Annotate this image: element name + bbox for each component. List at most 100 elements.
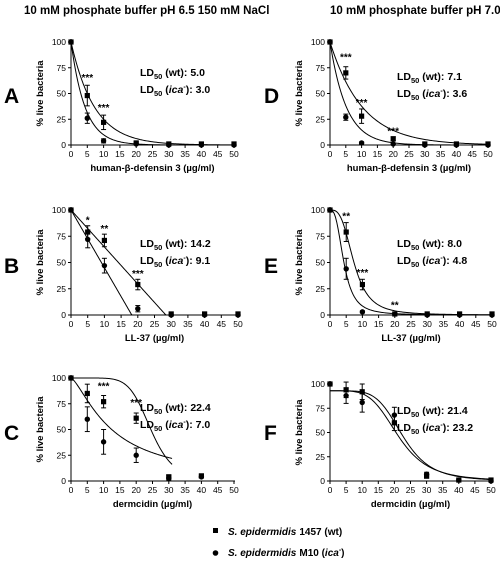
ld50-wt-label: LD50 (wt): 5.0: [140, 67, 205, 81]
y-tick-label: 50: [316, 89, 326, 99]
y-tick-label: 0: [320, 476, 325, 486]
x-axis-label: dermcidin (µg/ml): [371, 499, 450, 510]
y-tick-label: 100: [311, 205, 325, 215]
ld50-ica-label: LD50 (ica-): 3.6: [397, 88, 467, 102]
x-tick-label: 5: [85, 485, 90, 495]
y-axis-label: % live bacteria: [294, 60, 305, 127]
x-tick-label: 45: [213, 485, 223, 495]
fit-curve-ica: [70, 209, 143, 316]
x-tick-label: 40: [197, 149, 207, 159]
panel-c: C 0 25 50 75 100 0 5 10 15 20 25 30 35 40 45 50 dermcidin…: [4, 373, 239, 510]
data-point-ica: [133, 141, 139, 147]
x-tick-label: 10: [357, 149, 367, 159]
x-tick-label: 45: [470, 485, 480, 495]
x-tick-label: 30: [166, 319, 176, 329]
x-tick-label: 25: [406, 485, 416, 495]
y-tick-label: 25: [316, 284, 326, 294]
data-point-wt: [359, 113, 365, 119]
fit-curve-wt: [71, 377, 173, 465]
x-tick-label: 10: [357, 485, 367, 495]
data-point-ica: [358, 140, 365, 146]
y-tick-label: 25: [57, 284, 67, 294]
y-tick-label: 50: [57, 258, 67, 268]
data-point-ica: [201, 312, 208, 318]
x-tick-label: 45: [467, 149, 477, 159]
panel-f: F 0 25 50 75 100 0 5 10 15 20 25 30 35 40 45 50 dermcidin…: [264, 379, 496, 510]
x-tick-label: 50: [233, 319, 243, 329]
data-point-ica: [68, 39, 74, 45]
y-tick-label: 0: [61, 140, 66, 150]
x-tick-label: 50: [483, 149, 493, 159]
ld50-ica-label: LD50 (ica-): 3.0: [140, 84, 210, 98]
x-tick-label: 15: [374, 319, 384, 329]
data-point-ica: [343, 392, 349, 399]
data-point-ica: [166, 142, 172, 148]
legend-label-ica: S. epidermidis M10 (ica-): [228, 547, 345, 559]
x-tick-label: 15: [115, 149, 125, 159]
x-tick-label: 30: [164, 485, 174, 495]
y-tick-label: 25: [316, 114, 326, 124]
ld50-wt-label: LD50 (wt): 7.1: [397, 71, 462, 85]
x-tick-label: 10: [99, 149, 109, 159]
x-tick-label: 5: [85, 319, 90, 329]
y-tick-label: 0: [320, 310, 325, 320]
data-point-ica: [489, 312, 495, 318]
x-tick-label: 35: [180, 485, 190, 495]
data-point-ica: [101, 262, 108, 269]
left-column-title: 10 mM phosphate buffer pH 6.5 150 mM NaC…: [24, 5, 269, 17]
data-point-ica: [392, 311, 398, 317]
y-tick-label: 75: [316, 63, 326, 73]
data-point-wt: [84, 92, 90, 99]
x-tick-label: 5: [344, 485, 349, 495]
ld50-wt-label: LD50 (wt): 21.4: [397, 405, 468, 419]
legend-ica-strain: M10 (: [299, 548, 325, 559]
x-tick-label: 45: [213, 149, 223, 159]
panel-label: D: [264, 85, 279, 108]
x-tick-label: 50: [486, 485, 496, 495]
x-tick-label: 20: [390, 485, 400, 495]
right-column-title: 10 mM phosphate buffer pH 7.0: [330, 5, 500, 17]
fit-curve-ica: [70, 41, 234, 146]
data-point-ica: [453, 142, 460, 148]
legend-ica-close: ): [341, 548, 344, 559]
data-point-ica: [235, 312, 241, 318]
significance-marker: ***: [132, 269, 144, 280]
y-axis-label: % live bacteria: [294, 399, 305, 466]
panel-label: E: [264, 255, 278, 278]
x-tick-label: 20: [131, 149, 141, 159]
y-tick-label: 100: [52, 205, 66, 215]
y-tick-label: 75: [57, 399, 67, 409]
data-point-ica: [100, 138, 107, 144]
x-axis-label: human-β-defensin 3 (µg/ml): [90, 163, 214, 174]
legend-wt-strain: 1457 (wt): [299, 527, 342, 538]
x-tick-label: 0: [328, 319, 333, 329]
x-axis-label: LL-37 (µg/ml): [381, 333, 440, 344]
y-tick-label: 100: [311, 379, 325, 389]
data-point-ica: [68, 375, 74, 381]
data-point-ica: [359, 399, 365, 406]
data-point-ica: [327, 381, 333, 387]
data-point-wt: [135, 281, 141, 288]
x-tick-label: 40: [197, 485, 207, 495]
x-tick-label: 20: [388, 149, 398, 159]
x-tick-label: 35: [183, 319, 193, 329]
panel-e: E 0 25 50 75 100 0 5 10 15 20 25 30 35 40 45 50 LL-37 (µg…: [264, 205, 497, 344]
data-point-ica: [422, 142, 428, 148]
panel-label: C: [4, 422, 19, 445]
y-tick-label: 50: [316, 258, 326, 268]
y-axis-label: % live bacteria: [294, 229, 305, 296]
x-tick-label: 5: [343, 149, 348, 159]
data-point-wt: [101, 119, 107, 125]
x-tick-label: 40: [454, 485, 464, 495]
data-point-ica: [390, 141, 396, 147]
x-tick-label: 50: [487, 319, 497, 329]
data-point-wt: [101, 237, 107, 244]
ld50-wt-label: LD50 (wt): 14.2: [140, 238, 211, 252]
x-tick-label: 5: [344, 319, 349, 329]
data-point-ica: [231, 142, 237, 148]
x-tick-label: 10: [99, 485, 109, 495]
x-tick-label: 25: [404, 149, 414, 159]
significance-marker: ***: [81, 73, 93, 84]
data-point-ica: [343, 266, 349, 272]
